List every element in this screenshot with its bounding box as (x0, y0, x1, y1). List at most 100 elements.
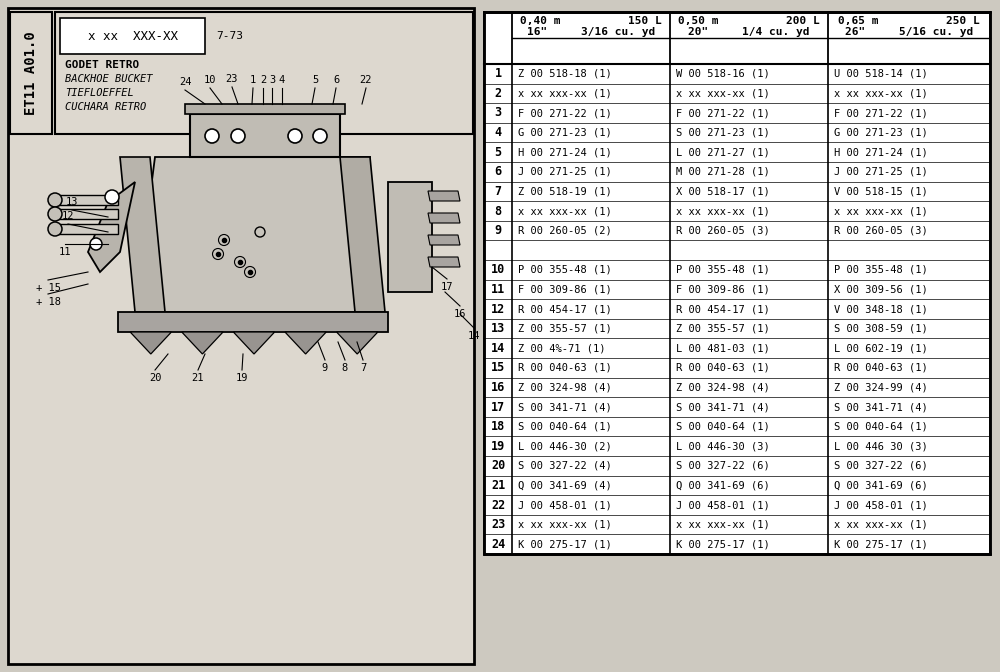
Text: x xx xxx-xx (1): x xx xxx-xx (1) (676, 206, 770, 216)
Text: 1: 1 (494, 67, 502, 80)
Text: 12: 12 (491, 302, 505, 315)
Text: L 00 446-30 (3): L 00 446-30 (3) (676, 442, 770, 451)
Polygon shape (182, 332, 223, 354)
Text: S 00 327-22 (6): S 00 327-22 (6) (834, 461, 928, 471)
Text: ET11 A01.0: ET11 A01.0 (24, 31, 38, 115)
Text: 20: 20 (149, 373, 161, 383)
Text: Z 00 324-99 (4): Z 00 324-99 (4) (834, 382, 928, 392)
Text: x xx xxx-xx (1): x xx xxx-xx (1) (676, 89, 770, 98)
Text: 7: 7 (360, 363, 366, 373)
Text: + 18: + 18 (36, 297, 60, 307)
Polygon shape (428, 257, 460, 267)
Text: 10: 10 (204, 75, 216, 85)
Text: 3: 3 (494, 106, 502, 120)
Polygon shape (428, 191, 460, 201)
Text: 0,50 m          200 L: 0,50 m 200 L (678, 16, 820, 26)
Text: 8: 8 (494, 204, 502, 218)
Text: 13: 13 (66, 197, 78, 207)
Text: 4: 4 (279, 75, 285, 85)
Text: 19: 19 (491, 439, 505, 453)
Text: Z 00 518-19 (1): Z 00 518-19 (1) (518, 186, 612, 196)
Text: 20: 20 (491, 459, 505, 472)
Text: J 00 458-01 (1): J 00 458-01 (1) (676, 500, 770, 510)
Text: S 00 040-64 (1): S 00 040-64 (1) (834, 421, 928, 431)
Text: 20"     1/4 cu. yd: 20" 1/4 cu. yd (688, 27, 810, 37)
Text: U 00 518-14 (1): U 00 518-14 (1) (834, 69, 928, 79)
Text: 23: 23 (226, 74, 238, 84)
Text: 22: 22 (491, 499, 505, 511)
Text: 0,40 m          150 L: 0,40 m 150 L (520, 16, 662, 26)
Text: 1: 1 (250, 75, 256, 85)
Text: J 00 458-01 (1): J 00 458-01 (1) (834, 500, 928, 510)
Polygon shape (130, 332, 171, 354)
Text: 19: 19 (236, 373, 248, 383)
Circle shape (313, 129, 327, 143)
Text: K 00 275-17 (1): K 00 275-17 (1) (834, 539, 928, 549)
Text: H 00 271-24 (1): H 00 271-24 (1) (834, 147, 928, 157)
Text: R 00 040-63 (1): R 00 040-63 (1) (834, 363, 928, 373)
Text: 8: 8 (342, 363, 348, 373)
Text: V 00 348-18 (1): V 00 348-18 (1) (834, 304, 928, 314)
Polygon shape (285, 332, 326, 354)
Text: 23: 23 (491, 518, 505, 531)
Text: R 00 260-05 (2): R 00 260-05 (2) (518, 226, 612, 236)
Polygon shape (55, 209, 118, 219)
Bar (484, 12, 990, 554)
Text: GODET RETRO: GODET RETRO (65, 60, 139, 70)
Text: S 00 327-22 (6): S 00 327-22 (6) (676, 461, 770, 471)
Text: 17: 17 (441, 282, 453, 292)
Text: S 00 341-71 (4): S 00 341-71 (4) (834, 402, 928, 412)
Text: 9: 9 (322, 363, 328, 373)
Polygon shape (388, 182, 432, 292)
Text: K 00 275-17 (1): K 00 275-17 (1) (676, 539, 770, 549)
Bar (484, 12, 990, 554)
Text: S 00 341-71 (4): S 00 341-71 (4) (518, 402, 612, 412)
Bar (55, 12, 473, 134)
Text: F 00 309-86 (1): F 00 309-86 (1) (518, 284, 612, 294)
Text: 16: 16 (454, 309, 466, 319)
Text: 11: 11 (59, 247, 71, 257)
Text: X 00 518-17 (1): X 00 518-17 (1) (676, 186, 770, 196)
Polygon shape (428, 235, 460, 245)
Polygon shape (88, 182, 135, 272)
Text: S 00 040-64 (1): S 00 040-64 (1) (518, 421, 612, 431)
Polygon shape (55, 195, 118, 205)
Text: F 00 309-86 (1): F 00 309-86 (1) (676, 284, 770, 294)
Polygon shape (340, 157, 385, 312)
Polygon shape (233, 332, 275, 354)
Text: 24: 24 (491, 538, 505, 550)
Bar (10, 12, 52, 134)
Text: 26"     5/16 cu. yd: 26" 5/16 cu. yd (845, 27, 973, 37)
Text: 2: 2 (494, 87, 502, 100)
Text: 7-73: 7-73 (216, 31, 244, 41)
Text: S 00 327-22 (4): S 00 327-22 (4) (518, 461, 612, 471)
Text: F 00 271-22 (1): F 00 271-22 (1) (518, 108, 612, 118)
Text: 17: 17 (491, 401, 505, 413)
Text: 13: 13 (491, 322, 505, 335)
Text: 16: 16 (491, 381, 505, 394)
Text: W 00 518-16 (1): W 00 518-16 (1) (676, 69, 770, 79)
Text: Z 00 355-57 (1): Z 00 355-57 (1) (676, 324, 770, 333)
Text: 21: 21 (192, 373, 204, 383)
Circle shape (231, 129, 245, 143)
Bar (60, 18, 205, 54)
Text: H 00 271-24 (1): H 00 271-24 (1) (518, 147, 612, 157)
Text: R 00 040-63 (1): R 00 040-63 (1) (518, 363, 612, 373)
Text: x xx xxx-xx (1): x xx xxx-xx (1) (676, 519, 770, 530)
Text: 7: 7 (494, 185, 502, 198)
Text: Z 00 324-98 (4): Z 00 324-98 (4) (518, 382, 612, 392)
Text: x xx xxx-xx (1): x xx xxx-xx (1) (518, 206, 612, 216)
Text: J 00 271-25 (1): J 00 271-25 (1) (834, 167, 928, 177)
Text: 3: 3 (269, 75, 275, 85)
Text: R 00 260-05 (3): R 00 260-05 (3) (676, 226, 770, 236)
Text: x xx xxx-xx (1): x xx xxx-xx (1) (834, 519, 928, 530)
Text: G 00 271-23 (1): G 00 271-23 (1) (834, 128, 928, 138)
Text: V 00 518-15 (1): V 00 518-15 (1) (834, 186, 928, 196)
Text: L 00 446 30 (3): L 00 446 30 (3) (834, 442, 928, 451)
Text: 14: 14 (468, 331, 480, 341)
Text: X 00 309-56 (1): X 00 309-56 (1) (834, 284, 928, 294)
Circle shape (105, 190, 119, 204)
Text: 0,65 m          250 L: 0,65 m 250 L (838, 16, 980, 26)
Text: M 00 271-28 (1): M 00 271-28 (1) (676, 167, 770, 177)
Text: 10: 10 (491, 263, 505, 276)
